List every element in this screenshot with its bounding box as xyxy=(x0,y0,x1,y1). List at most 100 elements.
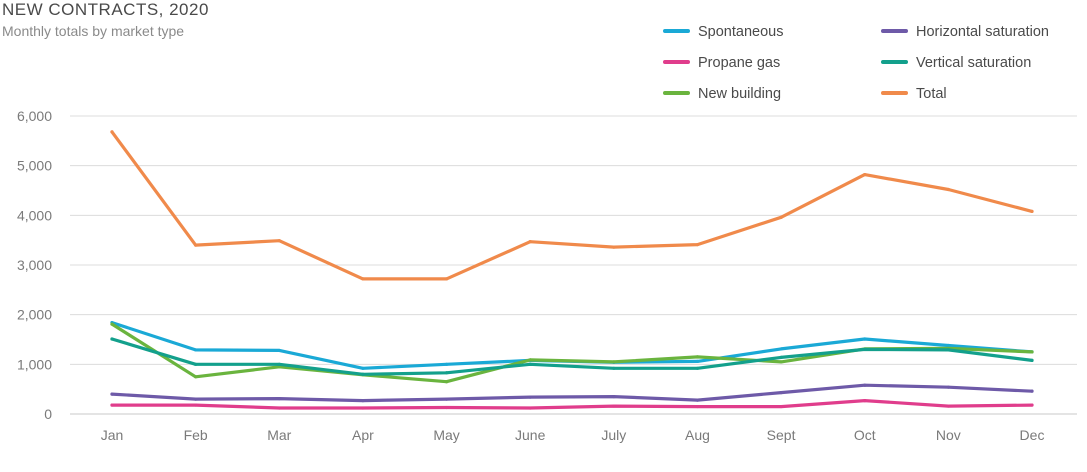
data-point xyxy=(277,362,281,366)
data-point xyxy=(779,391,783,395)
y-tick-label: 1,000 xyxy=(17,356,52,372)
chart-title: NEW CONTRACTS, 2020 xyxy=(2,0,209,19)
data-point xyxy=(194,362,198,366)
data-point xyxy=(1030,389,1034,393)
x-tick-label: Apr xyxy=(352,427,374,443)
data-point xyxy=(277,239,281,243)
data-point xyxy=(528,406,532,410)
data-point xyxy=(444,397,449,401)
data-point xyxy=(110,337,114,341)
x-tick-label: Aug xyxy=(685,427,710,443)
legend-item-spontaneous: Spontaneous xyxy=(663,24,783,40)
data-point xyxy=(110,130,114,134)
data-point xyxy=(361,366,365,370)
data-point xyxy=(779,360,783,364)
data-point xyxy=(695,243,700,247)
legend-item-propane-gas: Propane gas xyxy=(663,55,780,71)
data-point xyxy=(612,245,616,249)
data-point xyxy=(528,395,532,399)
legend-label: Propane gas xyxy=(698,55,780,71)
legend-label: Spontaneous xyxy=(698,24,783,40)
legend-item-new-building: New building xyxy=(663,86,781,102)
data-point xyxy=(361,406,365,410)
data-point xyxy=(612,360,616,364)
legend-label: Total xyxy=(916,86,947,102)
y-tick-label: 2,000 xyxy=(17,307,52,323)
data-point xyxy=(444,380,449,384)
data-point xyxy=(612,395,616,399)
x-tick-label: Nov xyxy=(936,427,961,443)
x-tick-label: Feb xyxy=(184,427,208,443)
legend: Spontaneous Propane gas New building Horizo… xyxy=(663,24,1049,102)
data-point xyxy=(277,365,281,369)
series-horizontal-saturation xyxy=(110,383,1034,403)
data-point xyxy=(946,404,950,408)
y-axis: 0 1,000 2,000 3,000 4,000 5,000 6,000 xyxy=(17,108,52,422)
data-point xyxy=(863,347,867,352)
chart-subtitle: Monthly totals by market type xyxy=(2,23,185,39)
data-point xyxy=(612,366,616,370)
data-point xyxy=(779,404,783,409)
series-total xyxy=(110,130,1034,281)
data-point xyxy=(194,243,198,247)
series-line-total xyxy=(110,130,1034,281)
y-tick-label: 6,000 xyxy=(17,108,52,124)
data-point xyxy=(695,366,700,370)
data-point xyxy=(1030,350,1034,354)
series-line-new-building xyxy=(110,322,1034,384)
x-tick-label: June xyxy=(515,427,546,443)
data-point xyxy=(110,392,114,396)
data-point xyxy=(779,355,783,359)
y-tick-label: 4,000 xyxy=(17,207,52,223)
data-point xyxy=(444,405,449,410)
series-propane-gas xyxy=(110,398,1034,410)
data-point xyxy=(946,385,950,389)
data-point xyxy=(277,348,281,353)
data-point xyxy=(612,404,616,408)
data-point xyxy=(863,383,867,387)
y-tick-label: 0 xyxy=(44,406,52,422)
data-point xyxy=(1030,209,1034,213)
x-tick-label: Mar xyxy=(267,427,291,443)
data-point xyxy=(695,359,700,363)
data-point xyxy=(946,343,950,348)
data-point xyxy=(695,355,700,359)
data-point xyxy=(528,358,532,362)
data-point xyxy=(946,348,950,352)
data-point xyxy=(194,397,198,401)
data-point xyxy=(361,277,365,281)
legend-item-horizontal-saturation: Horizontal saturation xyxy=(881,24,1049,40)
data-point xyxy=(863,337,867,341)
data-point xyxy=(695,404,700,409)
data-point xyxy=(277,397,281,401)
data-point xyxy=(779,215,783,219)
data-point xyxy=(194,348,198,352)
data-point xyxy=(110,403,114,407)
data-point xyxy=(194,375,198,379)
data-point xyxy=(361,398,365,403)
data-point xyxy=(277,406,281,410)
legend-label: New building xyxy=(698,86,781,102)
y-tick-label: 3,000 xyxy=(17,257,52,273)
x-tick-label: May xyxy=(433,427,459,443)
data-point xyxy=(1030,358,1034,362)
x-tick-label: Oct xyxy=(854,427,876,443)
series-line-horizontal-saturation xyxy=(110,383,1034,403)
data-point xyxy=(528,240,532,244)
legend-label: Vertical saturation xyxy=(916,55,1031,71)
series-spontaneous xyxy=(110,321,1034,370)
x-tick-label: Dec xyxy=(1020,427,1045,443)
data-point xyxy=(863,398,867,403)
x-tick-label: Jan xyxy=(101,427,124,443)
gridlines xyxy=(70,115,1077,415)
x-tick-label: Sept xyxy=(767,427,796,443)
data-point xyxy=(110,322,114,326)
series-vertical-saturation xyxy=(110,337,1034,376)
legend-item-total: Total xyxy=(881,86,947,102)
x-axis: Jan Feb Mar Apr May June July Aug Sept Oct Nov Dec xyxy=(101,427,1045,443)
data-point xyxy=(863,173,867,177)
data-point xyxy=(695,398,700,402)
data-point xyxy=(444,362,449,366)
data-point xyxy=(361,372,365,376)
legend-label: Horizontal saturation xyxy=(916,24,1049,40)
